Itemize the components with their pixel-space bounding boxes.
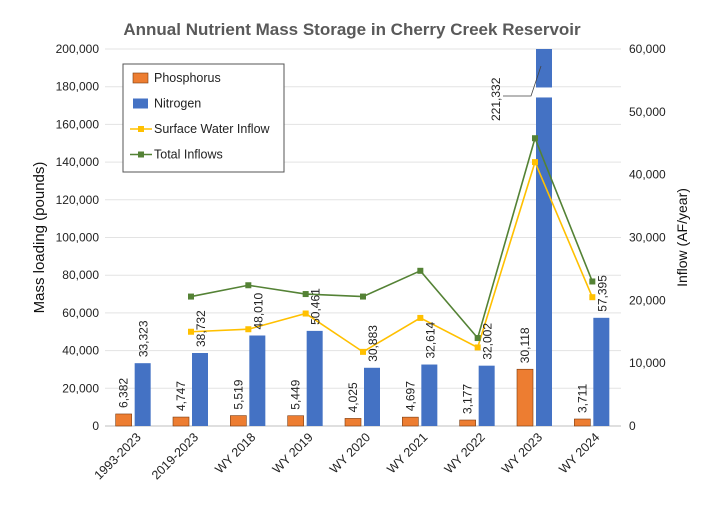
nitrogen-data-label: 57,395 <box>595 275 609 312</box>
total-inflows-legend-label: Total Inflows <box>154 148 223 162</box>
nitrogen-data-label: 33,323 <box>137 320 151 357</box>
nitrogen-legend-swatch <box>133 98 148 109</box>
nitrogen-data-label: 221,332 <box>489 77 503 121</box>
nitrogen-data-label: 30,883 <box>366 325 380 362</box>
phosphorus-data-label: 3,711 <box>575 384 589 413</box>
phosphorus-bar <box>516 368 534 427</box>
y-tick-label: 0 <box>92 419 99 433</box>
surface-water-inflow-marker <box>589 294 596 301</box>
phosphorus-legend-swatch <box>132 72 149 84</box>
nitrogen-bar <box>593 317 610 426</box>
nitrogen-data-label: 38,732 <box>194 310 208 347</box>
y2-tick-label: 0 <box>629 419 636 433</box>
surface-water-inflow-marker <box>360 348 366 355</box>
nitrogen-data-label: 32,002 <box>481 323 495 360</box>
surface-water-inflow-marker <box>188 328 194 335</box>
surface-water-inflow-marker <box>474 344 481 351</box>
phosphorus-data-label: 5,519 <box>231 379 245 409</box>
total-inflows-marker <box>245 282 252 289</box>
y-axis-title: Mass loading (pounds) <box>31 162 48 314</box>
bars <box>115 49 610 427</box>
y2-axis-title: Inflow (AF/year) <box>674 188 690 287</box>
nitrogen-bar <box>421 364 438 426</box>
phosphorus-data-label: 4,025 <box>346 382 360 412</box>
y2-tick-label: 40,000 <box>629 168 666 182</box>
phosphorus-bar <box>287 415 304 427</box>
nitrogen-bar <box>192 352 208 426</box>
y2-tick-label: 10,000 <box>629 356 666 370</box>
total-inflows-line <box>190 135 594 340</box>
phosphorus-data-label: 4,747 <box>174 381 188 411</box>
y-tick-label: 100,000 <box>56 231 100 245</box>
nitrogen-bar <box>249 335 266 426</box>
surface-water-inflow-line <box>190 159 594 353</box>
total-inflows-legend-marker <box>138 151 144 158</box>
total-inflows-marker <box>188 293 194 300</box>
y2-tick-label: 20,000 <box>629 293 666 307</box>
nitrogen-bar <box>478 365 495 426</box>
y-tick-label: 40,000 <box>62 344 99 358</box>
phosphorus-data-label: 3,177 <box>461 384 475 414</box>
surface-water-inflow-legend-label: Surface Water Inflow <box>154 122 271 136</box>
nitrogen-data-label: 50,461 <box>309 288 323 325</box>
nitrogen-bar <box>364 367 380 426</box>
surface-water-inflow-legend-marker <box>138 126 144 132</box>
nitrogen-bar <box>134 363 151 426</box>
total-inflows-marker <box>302 291 309 298</box>
y-tick-label: 180,000 <box>56 80 100 94</box>
total-inflows-marker <box>532 135 538 142</box>
phosphorus-bar <box>459 419 476 427</box>
y-tick-label: 20,000 <box>62 381 99 395</box>
nitrogen-data-label: 48,010 <box>251 292 265 329</box>
nitrogen-label-leader <box>503 65 542 97</box>
y-tick-label: 80,000 <box>62 268 99 282</box>
phosphorus-bar <box>115 413 132 427</box>
phosphorus-legend-label: Phosphorus <box>154 71 221 85</box>
y2-tick-label: 60,000 <box>629 42 666 56</box>
phosphorus-bar <box>402 416 419 427</box>
phosphorus-data-label: 4,697 <box>403 381 417 411</box>
y2-tick-label: 30,000 <box>629 231 666 245</box>
total-inflows-marker <box>589 278 596 285</box>
total-inflows-marker <box>474 335 481 342</box>
data-labels: 6,382 33,323 4,747 38,732 5,519 48,010 5,449 50… <box>117 65 609 414</box>
phosphorus-bar <box>230 415 247 427</box>
nitrogen-legend-label: Nitrogen <box>154 97 201 111</box>
surface-water-inflow-marker <box>302 310 309 317</box>
nitrogen-bar <box>306 330 323 426</box>
nitrogen-data-label: 32,614 <box>423 321 437 358</box>
surface-water-inflow-marker <box>245 326 252 333</box>
total-inflows-marker <box>417 267 424 274</box>
surface-water-inflow-marker <box>417 314 424 321</box>
phosphorus-bar <box>344 418 362 427</box>
phosphorus-data-label: 6,382 <box>117 378 131 408</box>
phosphorus-data-label: 30,118 <box>518 327 532 363</box>
y-tick-label: 200,000 <box>56 42 100 56</box>
lines <box>188 135 596 355</box>
y-tick-label: 60,000 <box>62 306 99 320</box>
surface-water-inflow-marker <box>532 159 538 166</box>
y-tick-label: 140,000 <box>56 155 100 169</box>
y2-tick-label: 50,000 <box>629 105 666 119</box>
chart-title: Annual Nutrient Mass Storage in Cherry C… <box>123 20 581 39</box>
nitrogen-bar <box>536 49 552 426</box>
phosphorus-data-label: 5,449 <box>289 379 303 409</box>
phosphorus-bar <box>172 416 190 427</box>
legend: Phosphorus Nitrogen Surface Water Inflow To… <box>122 63 285 173</box>
phosphorus-bar <box>574 418 591 427</box>
axis-break <box>533 87 555 98</box>
total-inflows-marker <box>360 293 366 300</box>
y-tick-label: 120,000 <box>56 193 100 207</box>
y-tick-label: 160,000 <box>56 117 100 131</box>
